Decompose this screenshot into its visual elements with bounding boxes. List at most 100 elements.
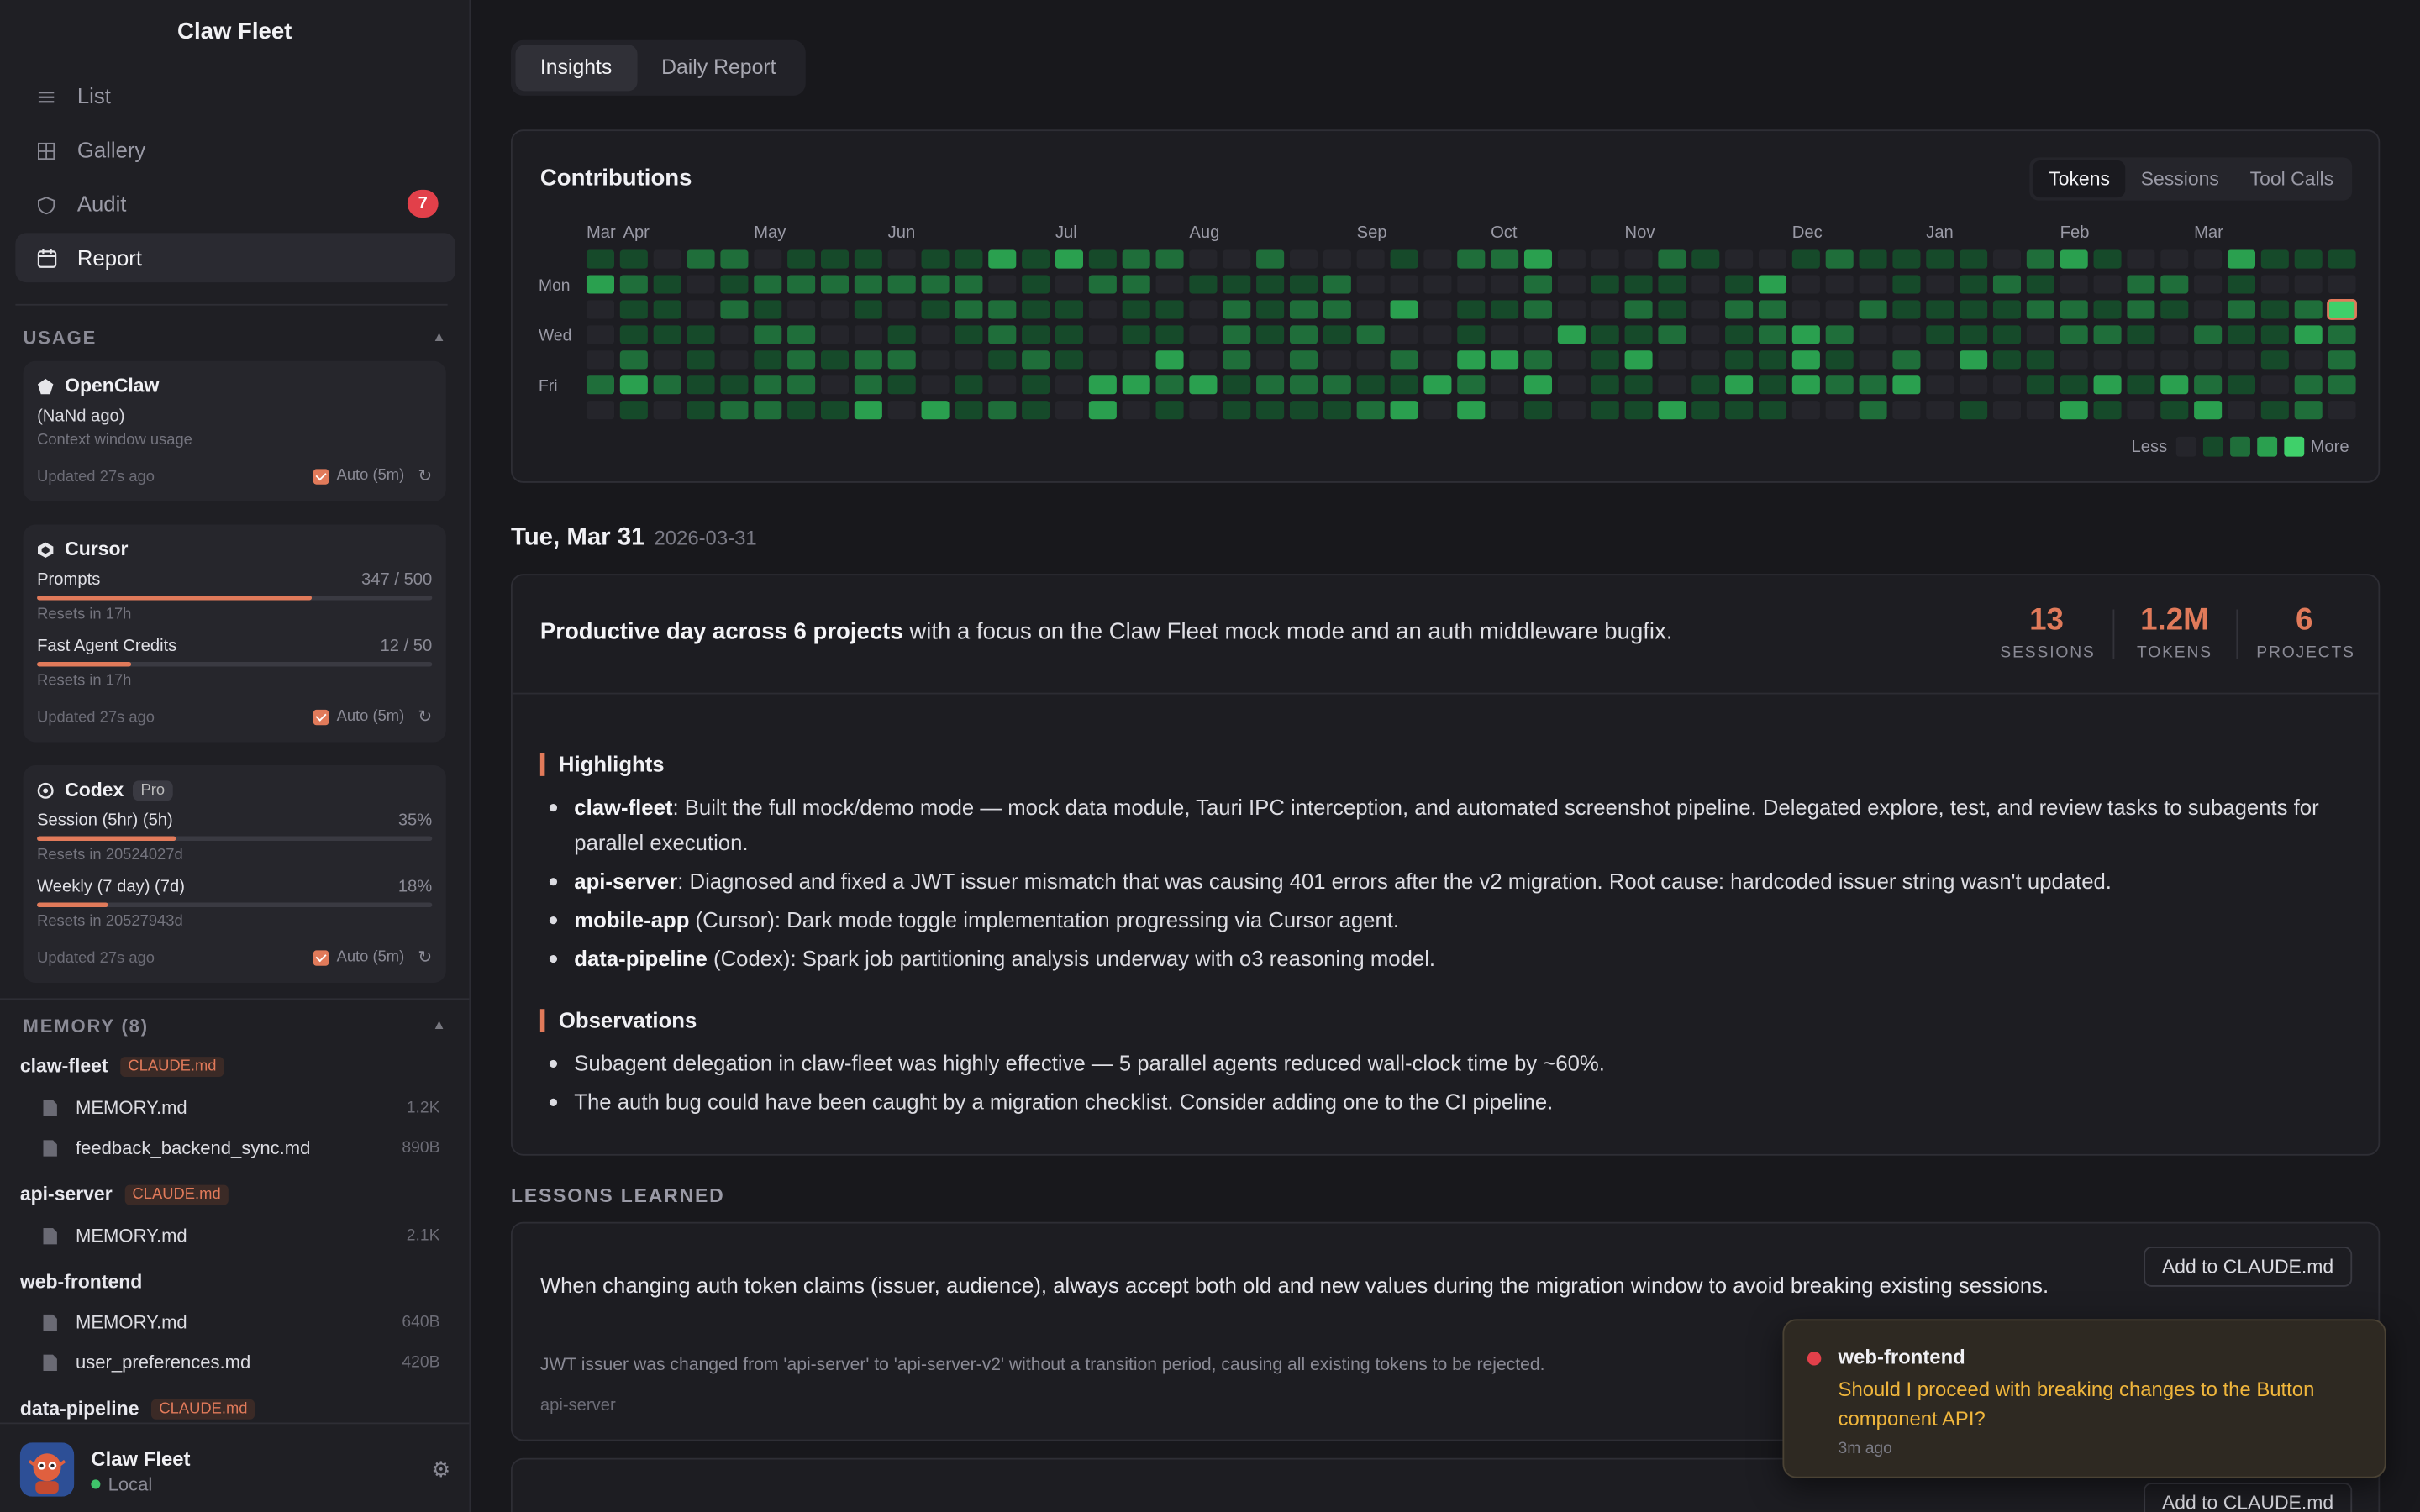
heatmap-cell[interactable] (1423, 401, 1452, 420)
heatmap-cell[interactable] (921, 375, 950, 395)
heatmap-cell[interactable] (2227, 401, 2256, 420)
heatmap-cell[interactable] (1725, 350, 1754, 370)
heatmap-cell[interactable] (1223, 249, 1251, 269)
heatmap-cell[interactable] (1591, 249, 1619, 269)
add-to-claude-md-button[interactable]: Add to CLAUDE.md (2143, 1247, 2353, 1287)
heatmap-cell[interactable] (2194, 300, 2223, 319)
heatmap-cell[interactable] (1892, 375, 1921, 395)
heatmap-cell[interactable] (988, 375, 1017, 395)
heatmap-cell[interactable] (1892, 350, 1921, 370)
memory-project-data-pipeline[interactable]: data-pipeline CLAUDE.md (20, 1398, 255, 1420)
heatmap-cell[interactable] (2328, 401, 2356, 420)
heatmap-cell[interactable] (1658, 300, 1686, 319)
heatmap-cell[interactable] (1960, 375, 1988, 395)
heatmap-cell[interactable] (1457, 325, 1486, 344)
refresh-icon[interactable]: ↻ (418, 708, 433, 727)
heatmap-cell[interactable] (1189, 350, 1218, 370)
heatmap-cell[interactable] (787, 401, 816, 420)
heatmap-cell[interactable] (1423, 300, 1452, 319)
heatmap-cell[interactable] (586, 249, 615, 269)
heatmap-cell[interactable] (1758, 275, 1787, 294)
heatmap-cell[interactable] (1859, 375, 1887, 395)
memory-file[interactable]: MEMORY.md 1.2K (43, 1097, 439, 1119)
heatmap-cell[interactable] (2260, 401, 2289, 420)
heatmap-cell[interactable] (720, 375, 749, 395)
heatmap-cell[interactable] (1189, 401, 1218, 420)
heatmap-cell[interactable] (1022, 401, 1050, 420)
heatmap-cell[interactable] (921, 325, 950, 344)
heatmap-cell[interactable] (1758, 401, 1787, 420)
heatmap-cell[interactable] (2060, 249, 2088, 269)
heatmap-cell[interactable] (687, 325, 715, 344)
heatmap-cell[interactable] (1390, 350, 1418, 370)
heatmap-cell[interactable] (1323, 401, 1351, 420)
heatmap-cell[interactable] (1825, 300, 1854, 319)
heatmap-cell[interactable] (955, 300, 983, 319)
heatmap-cell[interactable] (1457, 249, 1486, 269)
heatmap-cell[interactable] (2060, 401, 2088, 420)
heatmap-cell[interactable] (1791, 375, 1820, 395)
heatmap-cell[interactable] (754, 300, 782, 319)
heatmap-cell[interactable] (1189, 325, 1218, 344)
heatmap-cell[interactable] (1457, 350, 1486, 370)
heatmap-cell[interactable] (1557, 325, 1586, 344)
memory-header[interactable]: MEMORY (8) ▲ (23, 1015, 448, 1037)
memory-project-claw-fleet[interactable]: claw-fleet CLAUDE.md (20, 1055, 224, 1077)
heatmap-cell[interactable] (1523, 249, 1553, 269)
heatmap-cell[interactable] (720, 275, 749, 294)
heatmap-cell[interactable] (1591, 300, 1619, 319)
heatmap-cell[interactable] (2328, 350, 2356, 370)
heatmap-cell[interactable] (1960, 300, 1988, 319)
memory-project-api-server[interactable]: api-server CLAUDE.md (20, 1184, 229, 1205)
heatmap-cell[interactable] (1658, 325, 1686, 344)
heatmap-cell[interactable] (1892, 325, 1921, 344)
heatmap-cell[interactable] (586, 325, 615, 344)
heatmap-cell[interactable] (1390, 401, 1418, 420)
heatmap-cell[interactable] (1423, 275, 1452, 294)
heatmap-cell[interactable] (1758, 325, 1787, 344)
heatmap-cell[interactable] (787, 275, 816, 294)
heatmap-cell[interactable] (1055, 350, 1084, 370)
heatmap-cell[interactable] (1390, 300, 1418, 319)
heatmap-cell[interactable] (2093, 300, 2122, 319)
heatmap-cell[interactable] (2260, 275, 2289, 294)
heatmap-cell[interactable] (2194, 249, 2223, 269)
heatmap-cell[interactable] (1658, 249, 1686, 269)
heatmap-cell[interactable] (1691, 249, 1720, 269)
heatmap-cell[interactable] (2260, 350, 2289, 370)
heatmap-cell[interactable] (887, 375, 916, 395)
heatmap-cell[interactable] (1055, 401, 1084, 420)
heatmap-cell[interactable] (955, 249, 983, 269)
heatmap-cell[interactable] (653, 375, 681, 395)
heatmap-cell[interactable] (1691, 401, 1720, 420)
heatmap-cell[interactable] (1088, 325, 1117, 344)
heatmap-cell[interactable] (2026, 300, 2054, 319)
heatmap-cell[interactable] (1992, 275, 2022, 294)
heatmap-cell[interactable] (1557, 249, 1586, 269)
heatmap-cell[interactable] (1557, 275, 1586, 294)
heatmap-cell[interactable] (1088, 375, 1117, 395)
heatmap-cell[interactable] (1591, 401, 1619, 420)
heatmap-cell[interactable] (2093, 249, 2122, 269)
heatmap-cell[interactable] (1825, 325, 1854, 344)
heatmap-cell[interactable] (1591, 375, 1619, 395)
heatmap-cell[interactable] (1223, 300, 1251, 319)
claude-md-tag[interactable]: CLAUDE.md (151, 1399, 255, 1419)
heatmap-cell[interactable] (1791, 300, 1820, 319)
heatmap-cell[interactable] (1323, 275, 1351, 294)
heatmap-cell[interactable] (2260, 249, 2289, 269)
heatmap-cell[interactable] (1155, 350, 1184, 370)
heatmap-cell[interactable] (1926, 325, 1954, 344)
heatmap-cell[interactable] (1356, 401, 1385, 420)
heatmap-cell[interactable] (619, 375, 648, 395)
memory-file[interactable]: feedback_backend_sync.md 890B (43, 1137, 439, 1158)
heatmap-cell[interactable] (1557, 300, 1586, 319)
heatmap-cell[interactable] (1960, 401, 1988, 420)
heatmap-cell[interactable] (2328, 249, 2356, 269)
heatmap-cell[interactable] (1491, 325, 1519, 344)
heatmap-cell[interactable] (2127, 275, 2155, 294)
heatmap-cell[interactable] (1356, 325, 1385, 344)
heatmap-cell[interactable] (1825, 350, 1854, 370)
heatmap-cell[interactable] (619, 401, 648, 420)
tab-insights[interactable]: Insights (515, 45, 637, 92)
